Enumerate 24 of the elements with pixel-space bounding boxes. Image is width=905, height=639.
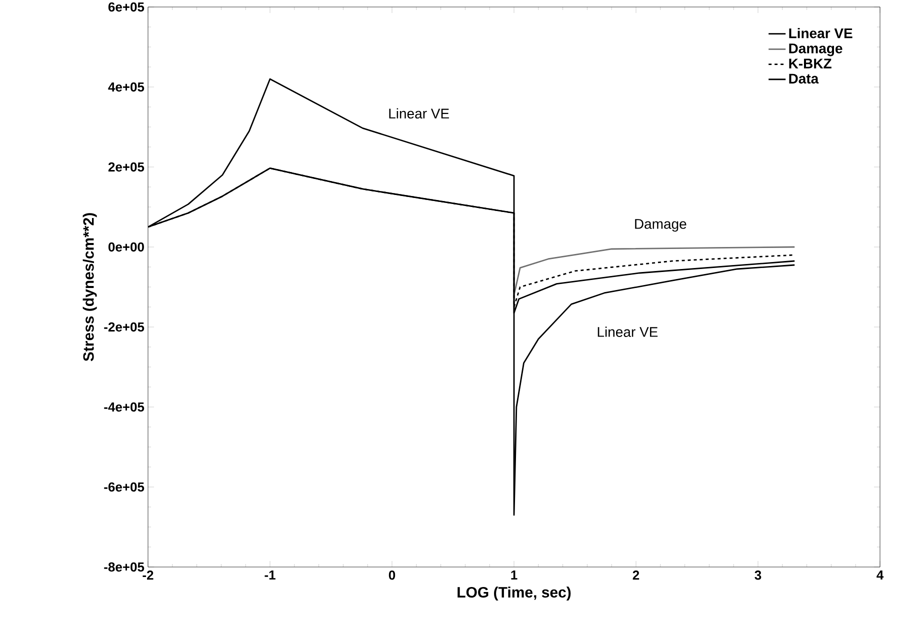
x-axis-title: LOG (Time, sec) [458, 586, 571, 601]
y-tick-label: -4e+05 [104, 402, 144, 412]
x-tick-label: 3 [754, 570, 762, 580]
y-axis-title: Stress (dynes/cm**2) [82, 213, 97, 362]
y-tick-label: -8e+05 [104, 562, 144, 572]
annotation: Linear VE [598, 326, 658, 337]
x-tick-label: -2 [142, 570, 154, 580]
x-tick-label: 2 [632, 570, 640, 580]
legend-label: K-BKZ [789, 58, 832, 68]
y-tick-label: 2e+05 [108, 162, 144, 172]
annotation: Damage [635, 219, 686, 232]
x-tick-label: 1 [511, 570, 518, 580]
y-tick-label: -6e+05 [104, 482, 144, 492]
legend-label: Damage [789, 44, 842, 56]
legend-label: Data [789, 74, 819, 84]
x-tick-label: 0 [388, 570, 396, 580]
y-tick-label: 6e+05 [108, 2, 144, 12]
annotation: Linear VE [389, 108, 449, 119]
y-tick-label: 4e+05 [108, 82, 144, 92]
y-tick-label: -2e+05 [104, 322, 144, 332]
legend-label: Linear VE [789, 28, 852, 38]
y-tick-label: 0e+00 [108, 242, 144, 252]
x-tick-label: 4 [876, 570, 884, 580]
x-tick-label: -1 [264, 570, 276, 580]
